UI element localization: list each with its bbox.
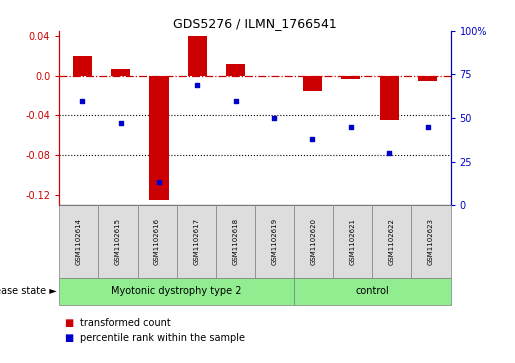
- Point: [385, 150, 393, 156]
- Bar: [111, 69, 130, 76]
- Point: [347, 124, 355, 130]
- Text: GSM1102619: GSM1102619: [271, 218, 278, 265]
- Text: GSM1102616: GSM1102616: [154, 218, 160, 265]
- Text: GSM1102615: GSM1102615: [115, 218, 121, 265]
- Text: GSM1102620: GSM1102620: [311, 218, 317, 265]
- Bar: [149, 76, 168, 200]
- Bar: [341, 76, 360, 79]
- Text: GSM1102621: GSM1102621: [350, 218, 356, 265]
- Text: transformed count: transformed count: [80, 318, 170, 328]
- Bar: [188, 36, 207, 76]
- Text: control: control: [355, 286, 389, 296]
- Title: GDS5276 / ILMN_1766541: GDS5276 / ILMN_1766541: [173, 17, 337, 30]
- Bar: [418, 76, 437, 81]
- Text: Myotonic dystrophy type 2: Myotonic dystrophy type 2: [111, 286, 242, 296]
- Point: [423, 124, 432, 130]
- Text: percentile rank within the sample: percentile rank within the sample: [80, 333, 245, 343]
- Point: [232, 98, 240, 103]
- Bar: [303, 76, 322, 91]
- Bar: [226, 64, 245, 76]
- Text: ■: ■: [64, 333, 74, 343]
- Text: GSM1102617: GSM1102617: [193, 218, 199, 265]
- Bar: [73, 56, 92, 76]
- Point: [193, 82, 201, 88]
- Text: GSM1102623: GSM1102623: [428, 218, 434, 265]
- Text: ■: ■: [64, 318, 74, 328]
- Bar: [380, 76, 399, 121]
- Text: GSM1102618: GSM1102618: [232, 218, 238, 265]
- Point: [270, 115, 278, 121]
- Point: [308, 136, 317, 142]
- Text: disease state ►: disease state ►: [0, 286, 57, 296]
- Point: [78, 98, 87, 103]
- Text: GSM1102622: GSM1102622: [389, 218, 395, 265]
- Point: [155, 180, 163, 185]
- Point: [116, 120, 125, 126]
- Text: GSM1102614: GSM1102614: [76, 218, 82, 265]
